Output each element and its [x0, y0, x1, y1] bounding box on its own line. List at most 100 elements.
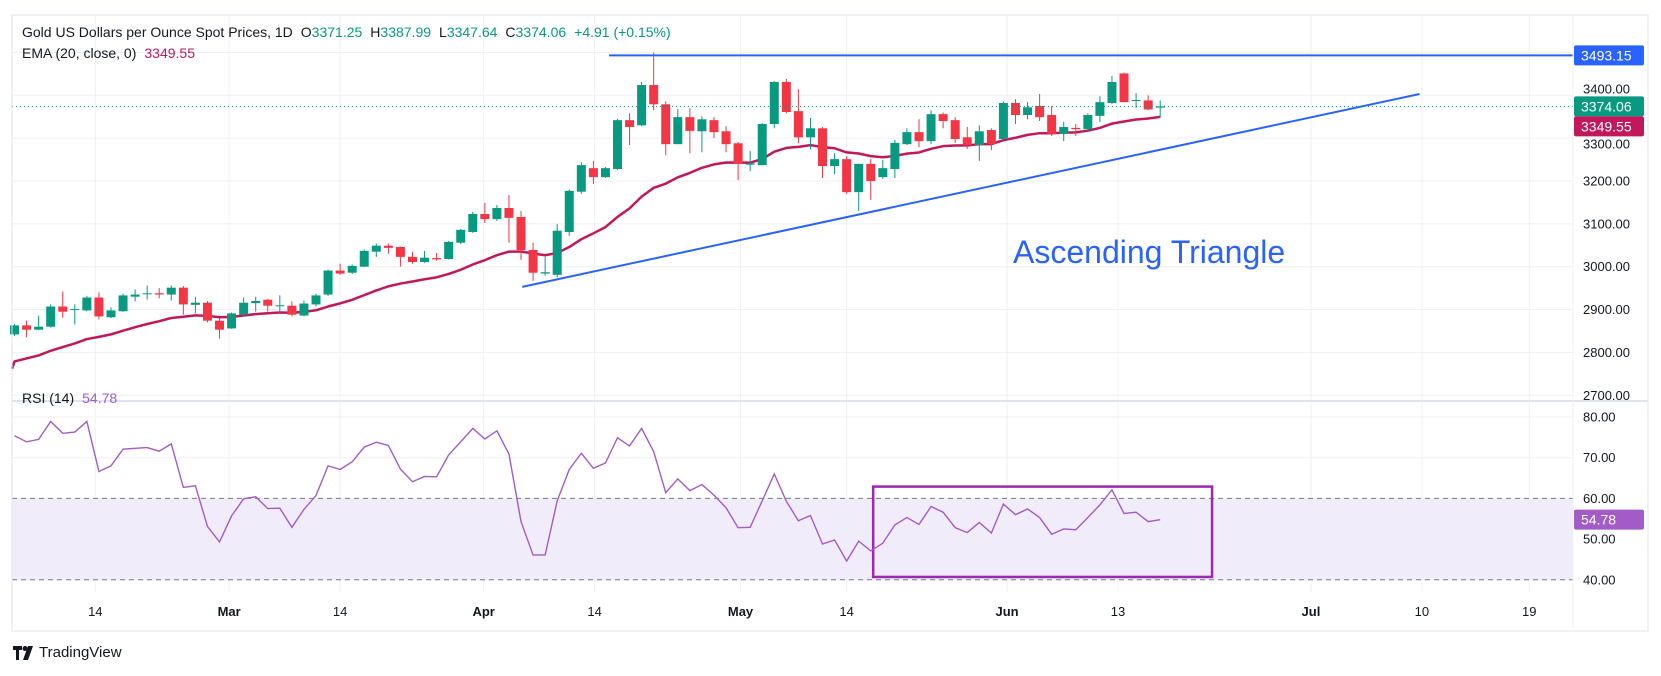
- candle-body: [914, 132, 924, 142]
- resistance-badge-text: 3493.15: [1581, 47, 1632, 63]
- candle-body: [311, 295, 321, 305]
- candle-body: [190, 302, 200, 305]
- candle-up: [830, 153, 840, 175]
- candle-down: [528, 242, 538, 281]
- ascending-triangle-label[interactable]: Ascending Triangle: [1013, 234, 1285, 270]
- candle-body: [649, 85, 659, 105]
- close-label: C: [505, 24, 516, 40]
- time-axis-label: 13: [1111, 604, 1125, 619]
- candle-up: [1059, 121, 1069, 142]
- candle-body: [1095, 102, 1105, 116]
- candle-up: [1083, 113, 1093, 132]
- candle-up: [10, 324, 19, 337]
- candle-down: [480, 202, 490, 223]
- rsi-axis-label: 80.00: [1583, 410, 1616, 425]
- ema-badge: 3349.55: [1574, 116, 1644, 137]
- candle-body: [142, 293, 152, 295]
- ema-legend[interactable]: EMA (20, close, 0) 3349.55: [22, 45, 195, 61]
- candle-body: [1010, 103, 1020, 116]
- candle-up: [926, 110, 936, 145]
- candle-down: [516, 210, 526, 260]
- candle-body: [178, 287, 188, 305]
- ema-line: [10, 115, 1161, 370]
- candle-up: [444, 240, 454, 260]
- last-price-badge-text: 3374.06: [1581, 98, 1632, 114]
- candle-up: [323, 269, 333, 296]
- candle-up: [468, 211, 478, 233]
- candle-up: [998, 101, 1008, 140]
- candle-up: [1155, 100, 1165, 118]
- rsi-box[interactable]: [871, 485, 1214, 579]
- candle-down: [649, 52, 659, 111]
- candle-body: [10, 325, 19, 335]
- candle-up: [359, 249, 369, 268]
- candle-body: [793, 111, 803, 138]
- candle-body: [986, 130, 996, 145]
- price-axis-label: 3000.00: [1583, 259, 1630, 274]
- candle-body: [94, 297, 104, 317]
- brand-name: TradingView: [39, 644, 122, 661]
- candle-body: [359, 250, 369, 267]
- symbol-title: Gold US Dollars per Ounce Spot Prices, 1…: [22, 24, 293, 40]
- candle-body: [371, 245, 381, 252]
- candle-body: [805, 128, 815, 138]
- time-axis-label: 14: [88, 604, 102, 619]
- candle-body: [950, 120, 960, 140]
- time-axis-label: 14: [839, 604, 853, 619]
- support-trendline[interactable]: [522, 93, 1420, 288]
- candle-down: [842, 156, 852, 194]
- candle-body: [902, 132, 912, 145]
- candle-body: [166, 287, 176, 295]
- candle-body: [1071, 127, 1081, 130]
- candle-up: [106, 307, 116, 319]
- candle-body: [540, 272, 550, 274]
- candle-down: [154, 288, 164, 299]
- candle-body: [721, 131, 731, 145]
- candle-body: [733, 143, 743, 164]
- time-axis-label: May: [728, 604, 754, 619]
- candle-body: [1143, 100, 1153, 110]
- candle-up: [540, 256, 550, 276]
- candle-body: [468, 213, 478, 232]
- price-axis-label: 3200.00: [1583, 174, 1630, 189]
- candle-down: [914, 119, 924, 148]
- candle-up: [637, 82, 647, 127]
- close-value: 3374.06: [515, 24, 567, 40]
- candle-body: [215, 320, 225, 330]
- candle-up: [118, 293, 128, 312]
- candle-body: [263, 299, 273, 306]
- tradingview-logo[interactable]: TradingView: [13, 644, 122, 661]
- open-label: O: [300, 24, 312, 40]
- axes[interactable]: 2700.00 2800.00 2900.00 3000.00 3100.00 3200.…: [88, 81, 1630, 619]
- candle-up: [1023, 102, 1033, 120]
- candle-up: [757, 123, 767, 166]
- candle-body: [34, 326, 44, 330]
- candle-body: [588, 168, 598, 178]
- candle-body: [407, 256, 417, 262]
- candle-down: [1010, 99, 1020, 125]
- candle-up: [166, 285, 176, 301]
- drawings[interactable]: [12, 54, 1573, 579]
- candle-body: [962, 137, 972, 146]
- candle-down: [215, 318, 225, 339]
- candle-up: [697, 116, 707, 153]
- high-value: 3387.99: [380, 24, 432, 40]
- candle-down: [818, 127, 828, 179]
- candle-down: [383, 243, 393, 254]
- candle-down: [287, 301, 297, 317]
- candle-up: [46, 304, 56, 328]
- candle-body: [70, 309, 80, 311]
- price-axis-label: 2900.00: [1583, 302, 1630, 317]
- candle-body: [830, 159, 840, 167]
- price-axis-label: 2700.00: [1583, 388, 1630, 403]
- candle-down: [407, 251, 417, 264]
- candle-body: [118, 295, 128, 312]
- candle-down: [709, 117, 719, 139]
- rsi-legend[interactable]: RSI (14) 54.78: [22, 390, 117, 406]
- rsi-axis-label: 40.00: [1583, 572, 1616, 587]
- candle-down: [793, 89, 803, 144]
- time-axis-label: 14: [587, 604, 601, 619]
- candle-body: [395, 246, 405, 257]
- candle-body: [492, 207, 502, 220]
